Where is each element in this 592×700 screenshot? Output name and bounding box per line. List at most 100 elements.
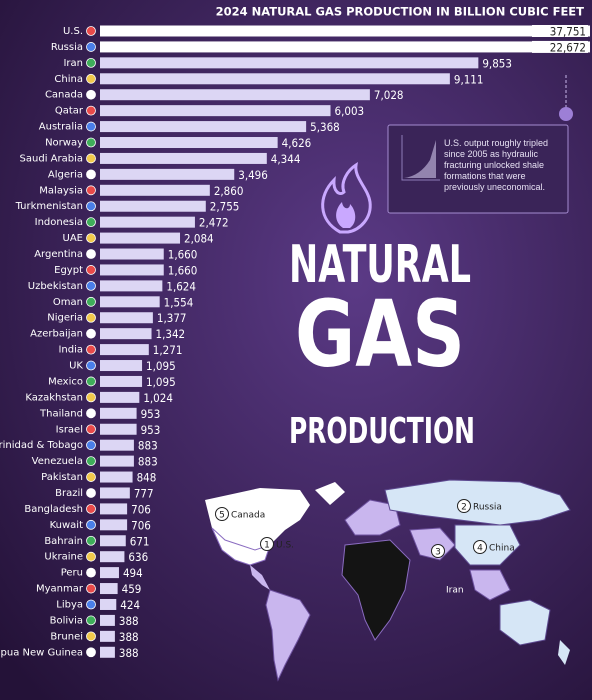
value-label: 953 [141,423,161,437]
flag [86,265,96,275]
bar [100,360,143,372]
category-label: Brunei [50,631,83,642]
annotation-icon [559,107,573,121]
category-label: Turkmenistan [15,201,83,212]
value-label: 953 [141,407,161,421]
flag [86,599,96,610]
value-label: 671 [130,534,150,548]
bar [100,375,143,387]
bar [100,184,210,196]
map-rank: 3 [435,548,441,558]
category-label: Qatar [55,106,84,117]
bar [100,551,125,563]
flag [86,328,96,339]
category-label: Pakistan [41,472,83,483]
bar [100,391,140,403]
value-label: 3,496 [238,168,268,182]
bar [100,137,278,149]
bar [100,41,590,53]
flag [86,201,96,212]
map-country: China [489,544,515,554]
headline: PRODUCTION [289,411,475,452]
category-label: Russia [51,42,83,53]
flag [86,360,96,371]
flag [86,551,96,562]
map-rank: 1 [264,541,270,551]
bar [100,423,137,435]
category-label: Nigeria [47,313,83,324]
category-label: Malaysia [39,185,83,196]
value-label: 883 [138,455,158,469]
category-label: UAE [63,233,83,244]
flag [86,233,96,243]
bar [100,121,307,133]
bar [100,89,370,101]
mini-chart [404,140,436,178]
category-label: Azerbaijan [30,329,83,340]
bar [100,200,206,212]
value-label: 37,751 [550,25,586,39]
flag [86,73,96,84]
flag [86,535,96,546]
bar [100,344,149,356]
value-label: 2,084 [184,232,214,246]
flag [86,376,96,387]
bar [100,105,331,117]
map-rank: 2 [461,503,467,513]
category-label: Ukraine [44,552,83,563]
bar [100,583,118,595]
mini-chart [401,135,440,181]
map-marker [431,544,445,558]
bar [100,248,164,260]
bar [100,598,117,610]
value-label: 388 [119,646,139,660]
category-label: Iran [63,58,83,69]
flag [86,567,96,578]
category-label: U.S. [63,26,83,37]
value-label: 459 [122,582,142,596]
flag [86,280,96,291]
category-label: Venezuela [32,456,83,467]
map-country: Iran [446,586,464,596]
value-label: 706 [131,502,151,516]
bar [100,487,130,499]
category-label: Papua New Guinea [0,647,83,658]
map-country: U.S. [276,541,294,551]
map-marker [457,499,471,513]
category-label: Trinidad & Tobago [0,440,83,451]
bar [100,503,128,515]
map-rank: 4 [477,544,483,554]
bar [100,296,160,308]
value-label: 9,853 [482,56,512,70]
value-label: 7,028 [374,88,404,102]
category-label: UK [69,361,83,372]
value-label: 4,626 [282,136,312,150]
flag [86,169,96,180]
flag [86,583,96,594]
value-label: 706 [131,518,151,532]
map-marker [215,507,229,521]
category-label: Algeria [48,169,83,180]
value-label: 1,377 [157,311,187,325]
category-label: Peru [61,568,83,579]
bar [100,168,235,180]
category-label: India [58,345,83,356]
value-label: 636 [128,550,148,564]
bar [100,455,134,467]
flag [86,312,96,323]
flag [86,408,96,419]
category-label: Myanmar [36,584,84,595]
category-label: China [54,74,83,85]
flag [86,185,96,196]
value-label: 1,095 [146,375,176,389]
flag [86,519,96,530]
flag [86,26,96,36]
bar [100,471,133,483]
bar [100,312,153,324]
category-label: Bolivia [50,615,83,626]
value-label: 1,660 [168,263,198,277]
map-marker [473,540,487,554]
flag [86,424,96,435]
category-label: Canada [45,90,83,101]
